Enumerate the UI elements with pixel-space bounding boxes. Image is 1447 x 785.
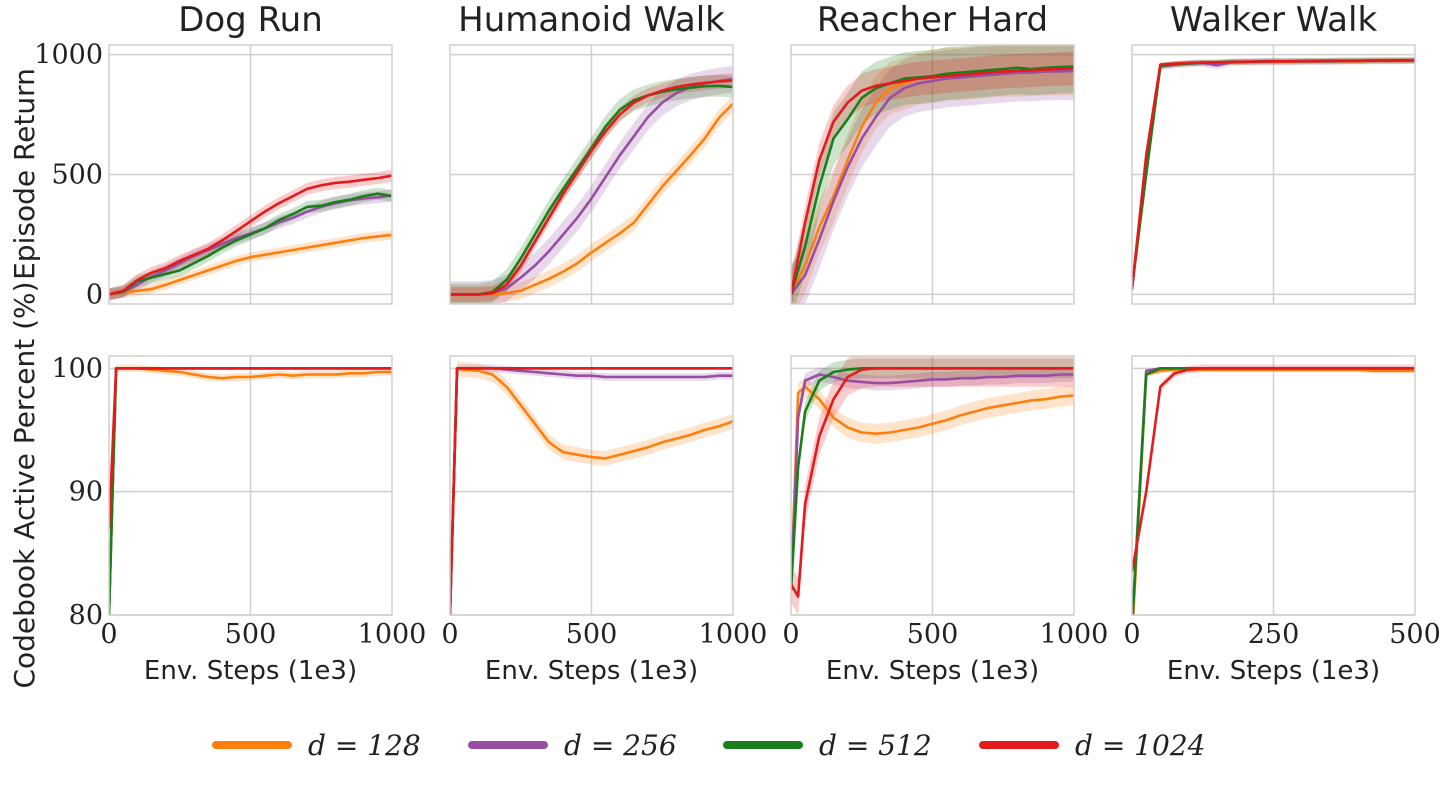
- series-line-d1024: [791, 67, 1074, 295]
- axes-frame: [449, 355, 734, 616]
- y-tick-label: 1000: [34, 40, 103, 71]
- band-d128: [791, 45, 1074, 304]
- row-label-bottom: Codebook Active Percent (%): [8, 281, 41, 688]
- series-line-d1024: [109, 366, 392, 529]
- x-tick-label: 0: [1123, 619, 1140, 650]
- panel-0: Dog Run 0 500 1000: [34, 0, 393, 310]
- series-line-d512: [109, 192, 392, 296]
- x-tick-label: 500: [225, 619, 277, 650]
- series-line-d128: [450, 366, 733, 615]
- series-line-d512: [450, 84, 733, 296]
- series-group: [450, 360, 733, 615]
- x-tick-label: 500: [566, 619, 618, 650]
- panel-3: Walker Walk: [1131, 0, 1416, 305]
- band-d512: [791, 45, 1074, 304]
- legend-item: d = 256: [468, 729, 677, 762]
- series-line-d256: [791, 69, 1074, 296]
- series-group: [791, 45, 1074, 304]
- band-d256: [109, 189, 392, 301]
- series-line-d128: [109, 233, 392, 296]
- x-axis-label: Env. Steps (1e3): [1167, 656, 1380, 686]
- axes-frame: [1131, 44, 1416, 305]
- x-tick-label: 0: [441, 619, 458, 650]
- legend-item: d = 1024: [979, 729, 1205, 762]
- series-line-d1024: [791, 366, 1074, 598]
- y-tick-label: 90: [69, 477, 103, 508]
- y-tick-label: 80: [69, 600, 103, 631]
- band-d1024: [109, 169, 392, 301]
- x-axis-label: Env. Steps (1e3): [144, 656, 357, 686]
- legend-item: d = 128: [212, 729, 421, 762]
- series-line-d1024: [1132, 366, 1415, 573]
- panel-7: 0 250 500 Env. Steps (1e3): [1123, 355, 1441, 686]
- x-axis-label: Env. Steps (1e3): [485, 656, 698, 686]
- series-line-d128: [450, 102, 733, 296]
- x-tick-label: 1000: [1040, 619, 1109, 650]
- x-tick-label: 250: [1248, 619, 1300, 650]
- band-d256: [450, 65, 733, 304]
- legend-label: d = 512: [819, 729, 932, 762]
- legend-item: d = 512: [723, 729, 932, 762]
- series-line-d1024: [450, 79, 733, 296]
- y-tick-label: 0: [86, 279, 103, 310]
- x-tick-label: 0: [100, 619, 117, 650]
- panel-1: Humanoid Walk: [449, 0, 734, 305]
- y-tick-label: 100: [51, 353, 103, 384]
- band-d128: [109, 230, 392, 300]
- panel-title: Dog Run: [178, 0, 323, 40]
- series-group: [1132, 56, 1415, 292]
- series-group: [1132, 364, 1415, 615]
- axes-frame: [108, 44, 393, 305]
- band-d1024: [791, 51, 1074, 304]
- x-tick-label: 1000: [699, 619, 768, 650]
- x-tick-label: 1000: [358, 619, 427, 650]
- series-group: [450, 65, 733, 304]
- legend-label: d = 256: [564, 729, 677, 762]
- x-tick-label: 500: [1389, 619, 1441, 650]
- x-tick-label: 500: [907, 619, 959, 650]
- axes-frame: [790, 44, 1075, 305]
- y-tick-label: 500: [51, 160, 103, 191]
- legend-label: d = 1024: [1075, 729, 1205, 762]
- series-line-d1024: [1132, 58, 1415, 290]
- legend-label: d = 128: [308, 729, 421, 762]
- series-line-d1024: [450, 366, 733, 615]
- row-label-top: Episode Return: [8, 68, 41, 280]
- x-axis-label: Env. Steps (1e3): [826, 656, 1039, 686]
- series-group: [791, 356, 1074, 615]
- band-d1024: [791, 356, 1074, 615]
- axes-frame: [449, 44, 734, 305]
- axes-frame: [108, 355, 393, 616]
- series-line-d128: [1132, 368, 1415, 615]
- band-d512: [109, 187, 392, 301]
- panel-title: Walker Walk: [1170, 0, 1378, 40]
- series-group: [109, 364, 392, 615]
- series-line-d1024: [109, 174, 392, 296]
- panel-2: Reacher Hard: [790, 0, 1075, 305]
- series-group: [109, 169, 392, 301]
- axes-frame: [790, 355, 1075, 616]
- axes-frame: [1131, 355, 1416, 616]
- series-line-d128: [791, 385, 1074, 591]
- legend: d = 128 d = 256 d = 512 d = 1024: [212, 729, 1205, 762]
- panel-title: Reacher Hard: [817, 0, 1048, 40]
- x-tick-label: 0: [782, 619, 799, 650]
- panel-title: Humanoid Walk: [458, 0, 725, 40]
